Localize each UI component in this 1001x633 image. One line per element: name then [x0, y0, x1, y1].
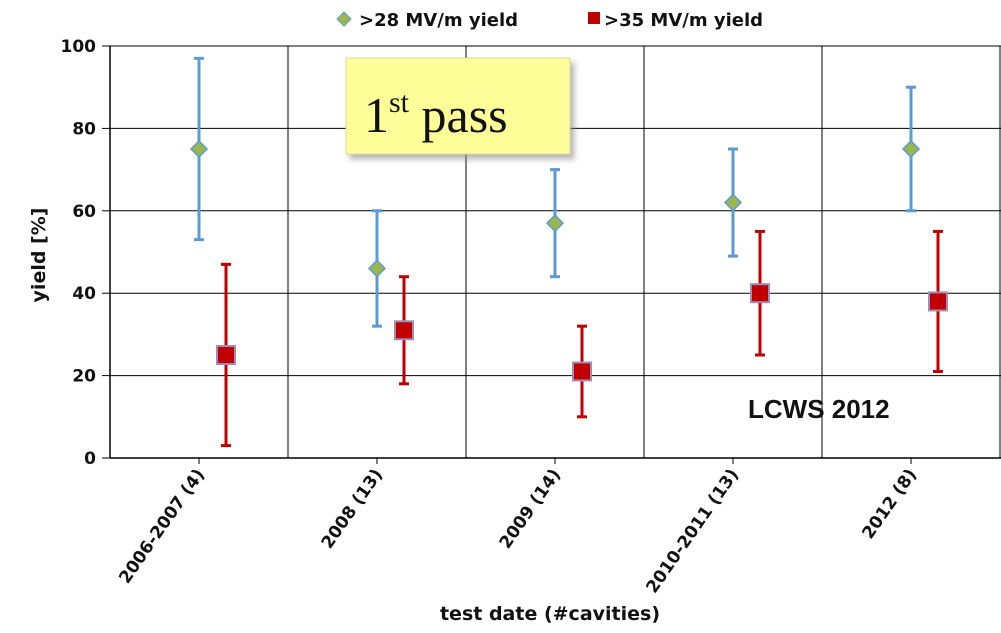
- pass-word: pass: [409, 87, 508, 143]
- legend-label-series-1: >28 MV/m yield: [359, 10, 518, 31]
- legend-item-series-2: >35 MV/m yield: [588, 10, 763, 31]
- y-tick-label: 60: [72, 202, 96, 222]
- y-tick-label: 80: [72, 119, 96, 139]
- pass-superscript: st: [389, 86, 410, 119]
- legend-item-series-1: >28 MV/m yield: [336, 10, 518, 31]
- data-point-square: [928, 291, 948, 312]
- pass-box-background: [345, 57, 571, 155]
- data-point-diamond: [189, 139, 209, 159]
- x-tick-label: 2012 (8): [858, 465, 921, 543]
- x-axis-title: test date (#cavities): [440, 603, 660, 625]
- legend-label-series-2: >35 MV/m yield: [604, 10, 763, 31]
- y-axis-title: yield [%]: [28, 208, 50, 303]
- x-tick-label: 2009 (14): [496, 465, 565, 552]
- legend-diamond-marker: [336, 11, 352, 27]
- legend: >28 MV/m yield >35 MV/m yield: [336, 10, 763, 31]
- legend-square-marker: [588, 12, 600, 24]
- y-tick-label: 40: [72, 284, 96, 304]
- pass-annotation-box: [345, 57, 571, 155]
- x-tick-label: 2008 (13): [318, 465, 387, 552]
- data-marks: [189, 56, 948, 448]
- x-tick-label: 2006-2007 (4): [115, 465, 209, 587]
- data-point-square: [750, 283, 770, 304]
- data-point-diamond: [367, 259, 387, 278]
- data-point-square: [216, 345, 236, 365]
- pass-annotation-text: 1st pass: [364, 86, 508, 143]
- pass-number: 1: [364, 87, 389, 143]
- y-tick-label: 20: [72, 367, 96, 387]
- y-tick-label: 100: [61, 37, 97, 57]
- data-point-diamond: [723, 193, 743, 212]
- conference-label: LCWS 2012: [748, 394, 890, 424]
- y-tick-label: 0: [84, 449, 96, 469]
- data-point-square: [572, 361, 592, 382]
- data-point-diamond: [545, 214, 565, 233]
- axes: [102, 45, 1001, 464]
- x-tick-label: 2010-2011 (13): [643, 465, 744, 597]
- data-point-square: [394, 320, 414, 341]
- data-point-diamond: [901, 139, 921, 159]
